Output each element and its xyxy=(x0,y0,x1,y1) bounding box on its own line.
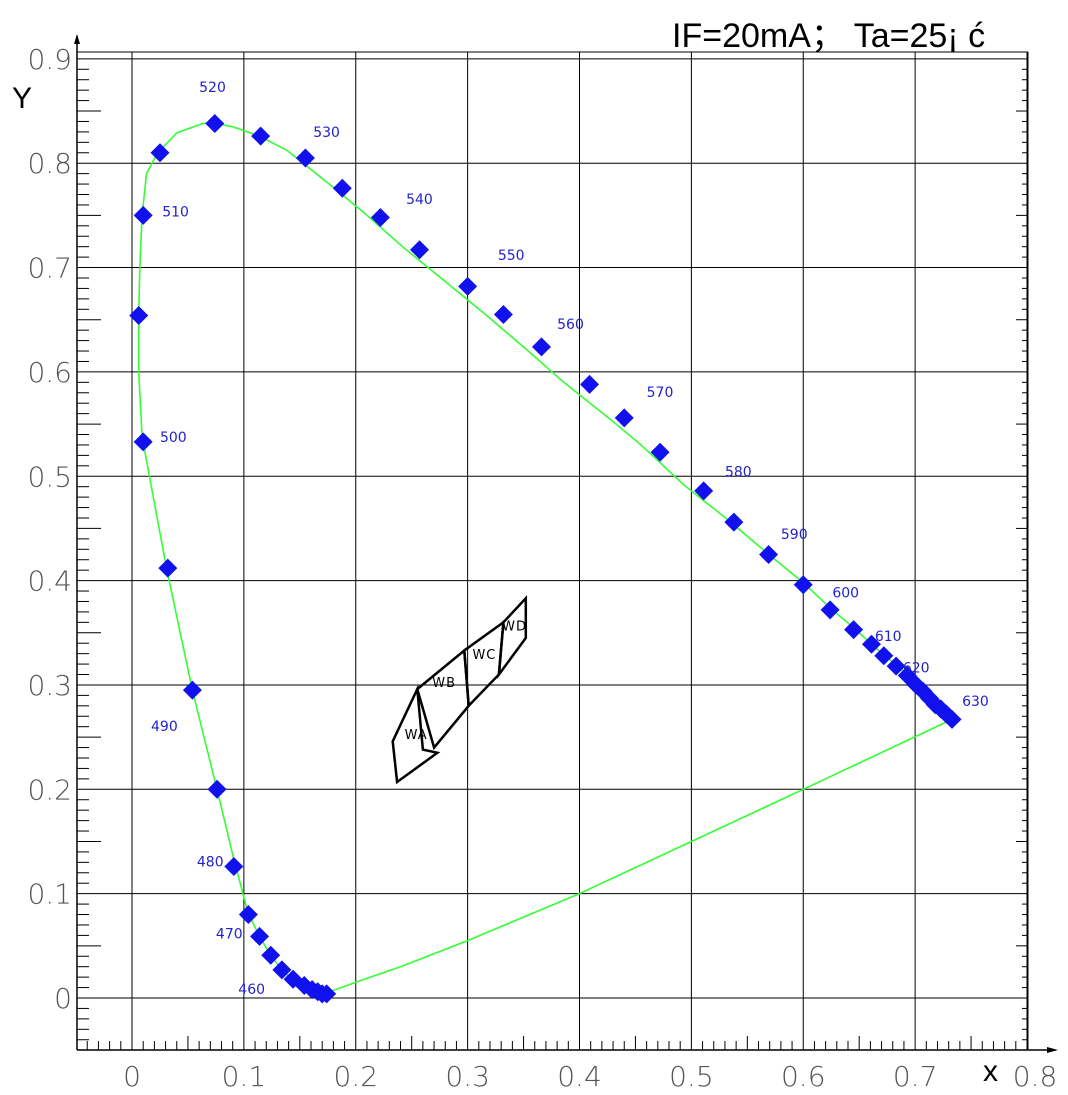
wavelength-label: 570 xyxy=(647,385,674,401)
y-tick-label: 0 xyxy=(54,982,72,1015)
wavelength-marker xyxy=(820,600,840,620)
wavelength-marker xyxy=(861,634,881,654)
x-tick-label: 0.5 xyxy=(669,1060,714,1093)
wavelength-marker xyxy=(724,512,744,532)
bin-label-wd: WD xyxy=(502,620,527,635)
x-tick-label: 0.6 xyxy=(781,1060,826,1093)
wavelength-label: 520 xyxy=(199,80,226,96)
wavelength-label: 540 xyxy=(406,192,433,208)
y-tick-label: 0.3 xyxy=(27,669,72,702)
wavelength-marker xyxy=(886,656,906,676)
x-tick-label: 0.8 xyxy=(1013,1060,1058,1093)
wavelength-label: 480 xyxy=(197,855,224,871)
wavelength-marker xyxy=(133,205,153,225)
wavelength-marker xyxy=(158,558,178,578)
wavelength-marker xyxy=(614,408,634,428)
wavelength-label: 470 xyxy=(216,927,243,943)
bin-label-wc: WC xyxy=(472,648,496,663)
bin-label-wb: WB xyxy=(432,676,456,691)
y-tick-label: 0.8 xyxy=(27,147,72,180)
bin-wc xyxy=(462,619,505,709)
wavelength-markers xyxy=(129,114,962,1004)
wavelength-label: 600 xyxy=(832,585,859,601)
wavelength-label: 550 xyxy=(498,248,525,264)
y-tick-label: 0.7 xyxy=(27,252,72,285)
test-conditions: IF=20mA； Ta=25¡ ć xyxy=(672,17,986,55)
spectral-locus xyxy=(137,122,953,994)
wavelength-label: 530 xyxy=(313,125,340,141)
x-tick-labels: 0 0.1 0.2 0.3 0.4 0.5 0.6 0.7 0.8 xyxy=(123,1060,1057,1093)
y-tick-label: 0.1 xyxy=(27,878,72,911)
x-tick-label: 0.2 xyxy=(333,1060,378,1093)
wavelength-marker xyxy=(793,575,813,595)
x-tick-label: 0 xyxy=(123,1060,141,1093)
wavelength-marker xyxy=(942,709,962,729)
x-tick-label: 0.1 xyxy=(222,1060,267,1093)
x-axis-arrow xyxy=(1047,1047,1058,1053)
wavelength-marker xyxy=(133,432,153,452)
wavelength-marker xyxy=(531,337,551,357)
y-axis-label: Y xyxy=(12,82,33,115)
wavelength-label: 590 xyxy=(781,527,808,543)
wavelength-marker xyxy=(129,306,149,326)
wavelength-label: 500 xyxy=(160,430,187,446)
wavelength-marker xyxy=(150,143,170,163)
wavelength-label: 510 xyxy=(162,204,189,220)
tick-marks xyxy=(77,68,1028,1050)
wavelength-marker xyxy=(458,276,478,296)
y-tick-label: 0.5 xyxy=(27,460,72,493)
x-tick-label: 0.4 xyxy=(557,1060,602,1093)
bin-wa xyxy=(391,684,441,785)
locus-line xyxy=(137,122,953,994)
wavelength-marker xyxy=(207,779,227,799)
wavelength-marker xyxy=(874,646,894,666)
wavelength-marker xyxy=(205,114,225,134)
wavelength-marker xyxy=(370,207,390,227)
bin-label-wa: WA xyxy=(405,728,428,743)
wavelength-label: 610 xyxy=(875,629,902,645)
wavelength-marker xyxy=(332,178,352,198)
wavelength-marker xyxy=(694,481,714,501)
x-axis-label: x xyxy=(983,1055,998,1088)
wavelength-label: 560 xyxy=(557,317,584,333)
x-tick-label: 0.7 xyxy=(893,1060,938,1093)
wavelength-marker xyxy=(261,945,281,965)
wavelength-marker xyxy=(295,148,315,168)
y-axis-arrow xyxy=(74,34,80,44)
wavelength-marker xyxy=(283,969,303,989)
wavelength-label: 490 xyxy=(151,719,178,735)
y-tick-label: 0.4 xyxy=(27,565,72,598)
y-tick-labels: 0 0.1 0.2 0.3 0.4 0.5 0.6 0.7 0.8 0.9 xyxy=(27,43,72,1015)
y-tick-label: 0.2 xyxy=(27,773,72,806)
bin-wd xyxy=(497,595,528,679)
wavelength-marker xyxy=(251,126,271,146)
wavelength-label: 460 xyxy=(238,982,265,998)
wavelength-marker xyxy=(182,680,202,700)
wavelength-marker xyxy=(844,620,864,640)
wavelength-marker xyxy=(759,545,779,565)
axes xyxy=(74,34,1058,1053)
wavelength-marker xyxy=(650,442,670,462)
wavelength-marker xyxy=(250,926,270,946)
wavelength-label: 630 xyxy=(962,694,989,710)
wavelength-marker xyxy=(410,240,430,260)
wavelength-label: 580 xyxy=(725,464,752,480)
grid-lines xyxy=(77,52,1028,1050)
white-bins: WA WB WC WD xyxy=(391,595,528,785)
wavelength-marker xyxy=(493,305,513,325)
wavelength-labels: 460 470 480 490 500 510 520 530 540 550 560 570 580 5… xyxy=(151,80,989,998)
y-tick-label: 0.6 xyxy=(27,356,72,389)
wavelength-marker xyxy=(224,857,244,877)
wavelength-marker xyxy=(580,374,600,394)
x-tick-label: 0.3 xyxy=(445,1060,490,1093)
wavelength-marker xyxy=(238,905,258,925)
wavelength-marker xyxy=(272,960,292,980)
wavelength-label: 620 xyxy=(903,660,930,676)
y-tick-label: 0.9 xyxy=(27,43,72,76)
